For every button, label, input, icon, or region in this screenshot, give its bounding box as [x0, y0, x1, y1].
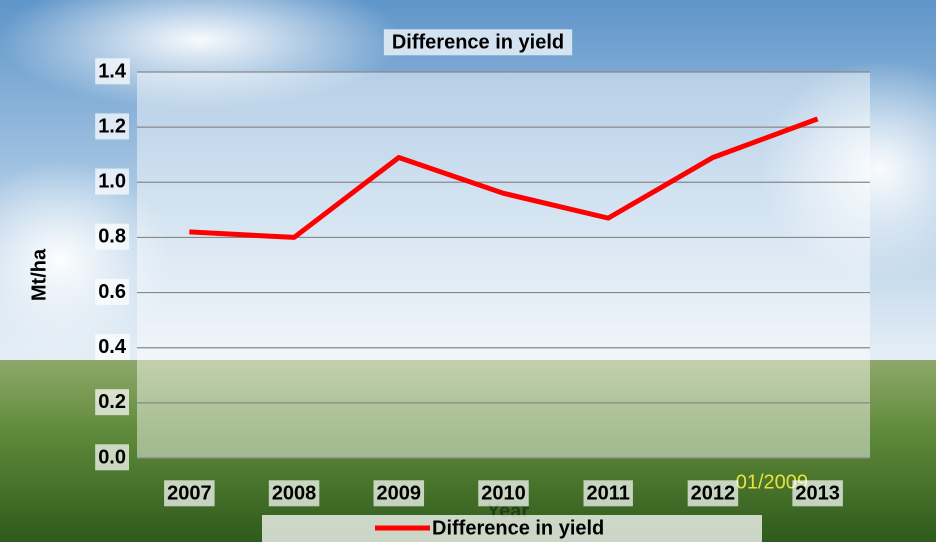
cloud	[760, 60, 936, 280]
y-tick-label: 1.2	[98, 115, 126, 137]
label-box	[95, 278, 129, 305]
photo-stamp: 01/2009	[736, 471, 808, 493]
x-tick-label: 2009	[377, 482, 422, 504]
label-box	[95, 333, 130, 360]
label-box	[792, 480, 843, 507]
y-tick-label: 1.0	[98, 171, 126, 193]
y-tick-label: 0.8	[98, 226, 126, 248]
label-box	[95, 444, 129, 471]
y-tick-label: 0.4	[98, 336, 127, 358]
label-box	[95, 223, 129, 250]
photo-field	[0, 360, 936, 542]
label-box	[583, 480, 633, 507]
label-box	[268, 480, 320, 507]
data-line	[189, 116, 819, 240]
legend-box	[262, 515, 762, 542]
y-tick-label: 1.4	[98, 60, 127, 82]
x-tick-label: 2013	[795, 482, 840, 504]
y-axis-label: Mt/ha	[28, 248, 50, 301]
label-box	[95, 113, 129, 140]
label-box	[95, 168, 129, 195]
x-tick-label: 2008	[272, 482, 317, 504]
cloud	[0, 160, 170, 360]
label-box	[164, 480, 215, 507]
label-box	[95, 58, 130, 85]
label-box	[95, 389, 129, 416]
y-tick-label: 0.6	[98, 281, 126, 303]
legend-label: Difference in yield	[432, 517, 604, 539]
x-tick-label: 2010	[481, 482, 526, 504]
x-tick-label: 2011	[587, 482, 630, 504]
plot-area	[137, 72, 870, 458]
y-tick-label: 0.2	[98, 391, 126, 413]
label-box	[478, 480, 529, 507]
y-tick-label: 0.0	[98, 446, 126, 468]
x-tick-label: 2012	[691, 482, 736, 504]
label-box	[383, 29, 573, 56]
chart-title: Difference in yield	[392, 31, 564, 53]
label-box	[687, 480, 739, 507]
x-tick-label: 2007	[167, 482, 212, 504]
label-box	[373, 480, 425, 507]
